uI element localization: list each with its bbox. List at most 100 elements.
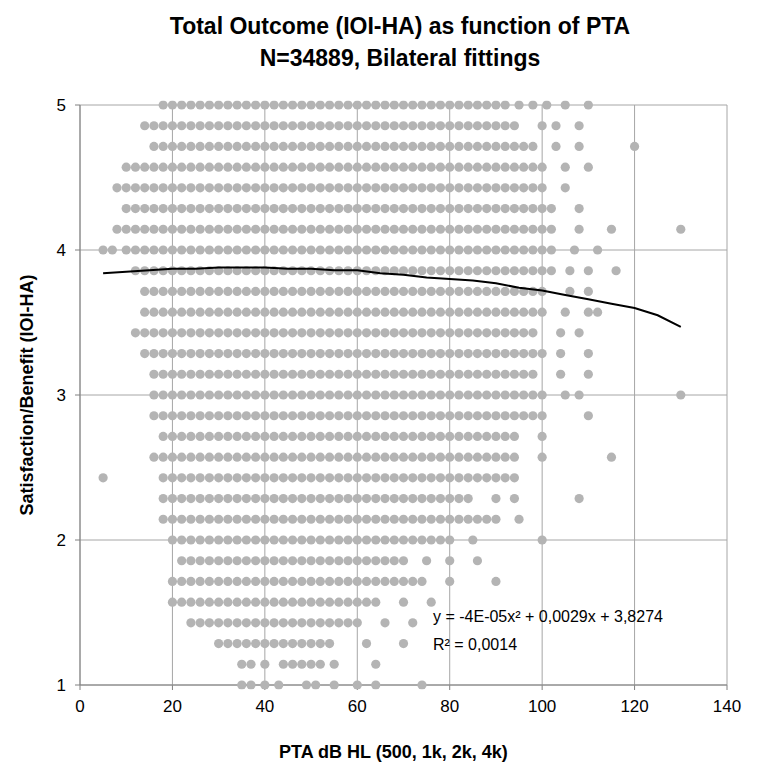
point: [427, 370, 436, 379]
point: [501, 349, 510, 358]
point: [196, 473, 205, 482]
point: [297, 287, 306, 296]
point: [491, 100, 500, 109]
point: [334, 411, 343, 420]
point: [528, 349, 537, 358]
point: [408, 494, 417, 503]
point: [159, 453, 168, 462]
point: [390, 370, 399, 379]
point: [454, 225, 463, 234]
point: [454, 121, 463, 130]
point: [168, 473, 177, 482]
point: [168, 204, 177, 213]
point: [343, 453, 352, 462]
point: [561, 100, 570, 109]
point: [159, 266, 168, 275]
point: [343, 287, 352, 296]
point: [380, 163, 389, 172]
point: [510, 245, 519, 254]
point: [464, 121, 473, 130]
point: [196, 556, 205, 565]
point: [186, 225, 195, 234]
point: [362, 183, 371, 192]
point: [362, 163, 371, 172]
point: [454, 473, 463, 482]
point: [390, 577, 399, 586]
point: [325, 370, 334, 379]
point: [306, 163, 315, 172]
point: [149, 370, 158, 379]
y-axis-label: Satisfaction/Benefit (IOI-HA): [17, 274, 37, 515]
point: [436, 266, 445, 275]
point: [279, 308, 288, 317]
point: [196, 598, 205, 607]
point: [547, 266, 556, 275]
point: [168, 411, 177, 420]
point: [464, 245, 473, 254]
point: [482, 453, 491, 462]
point: [242, 328, 251, 337]
point: [297, 598, 306, 607]
point: [565, 266, 574, 275]
point: [528, 245, 537, 254]
point: [473, 245, 482, 254]
point: [251, 473, 260, 482]
point: [334, 370, 343, 379]
point: [168, 390, 177, 399]
point: [399, 556, 408, 565]
point: [445, 183, 454, 192]
point: [177, 494, 186, 503]
point: [371, 680, 380, 689]
point: [140, 308, 149, 317]
point: [362, 598, 371, 607]
point: [417, 577, 426, 586]
point: [279, 432, 288, 441]
point: [454, 411, 463, 420]
point: [482, 515, 491, 524]
x-grid-line: [80, 105, 81, 685]
point: [399, 328, 408, 337]
point: [464, 308, 473, 317]
point: [205, 370, 214, 379]
point: [362, 245, 371, 254]
point: [316, 308, 325, 317]
point: [514, 100, 523, 109]
point: [306, 494, 315, 503]
point: [233, 287, 242, 296]
point: [380, 370, 389, 379]
point: [223, 618, 232, 627]
point: [417, 370, 426, 379]
point: [630, 142, 639, 151]
point: [186, 121, 195, 130]
point: [325, 453, 334, 462]
point: [399, 453, 408, 462]
point: [491, 183, 500, 192]
point: [538, 163, 547, 172]
point: [510, 494, 519, 503]
point: [311, 680, 320, 689]
point: [297, 515, 306, 524]
point: [510, 390, 519, 399]
point: [270, 473, 279, 482]
point: [427, 183, 436, 192]
point: [408, 390, 417, 399]
point: [260, 598, 269, 607]
y-grid-line: [80, 685, 727, 686]
point: [316, 577, 325, 586]
point: [205, 100, 214, 109]
point: [306, 225, 315, 234]
point: [159, 142, 168, 151]
point: [288, 100, 297, 109]
point: [233, 308, 242, 317]
point: [325, 577, 334, 586]
point: [353, 598, 362, 607]
point: [168, 245, 177, 254]
point: [251, 598, 260, 607]
point: [168, 494, 177, 503]
point: [561, 308, 570, 317]
point: [306, 100, 315, 109]
point: [436, 142, 445, 151]
y-tick: [75, 105, 80, 106]
point: [556, 328, 565, 337]
point: [390, 390, 399, 399]
